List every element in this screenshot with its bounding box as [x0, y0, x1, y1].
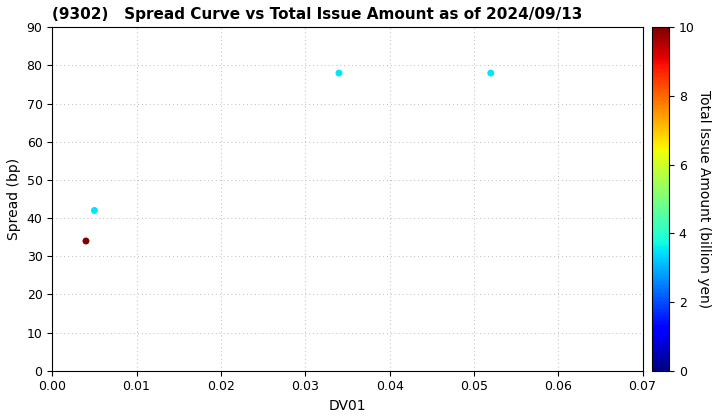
- Point: [333, 70, 345, 76]
- X-axis label: DV01: DV01: [328, 399, 366, 413]
- Y-axis label: Spread (bp): Spread (bp): [7, 158, 21, 240]
- Point: [485, 70, 497, 76]
- Text: (9302)   Spread Curve vs Total Issue Amount as of 2024/09/13: (9302) Spread Curve vs Total Issue Amoun…: [53, 7, 582, 22]
- Point: [89, 207, 100, 214]
- Point: [80, 238, 91, 244]
- Y-axis label: Total Issue Amount (billion yen): Total Issue Amount (billion yen): [698, 90, 711, 308]
